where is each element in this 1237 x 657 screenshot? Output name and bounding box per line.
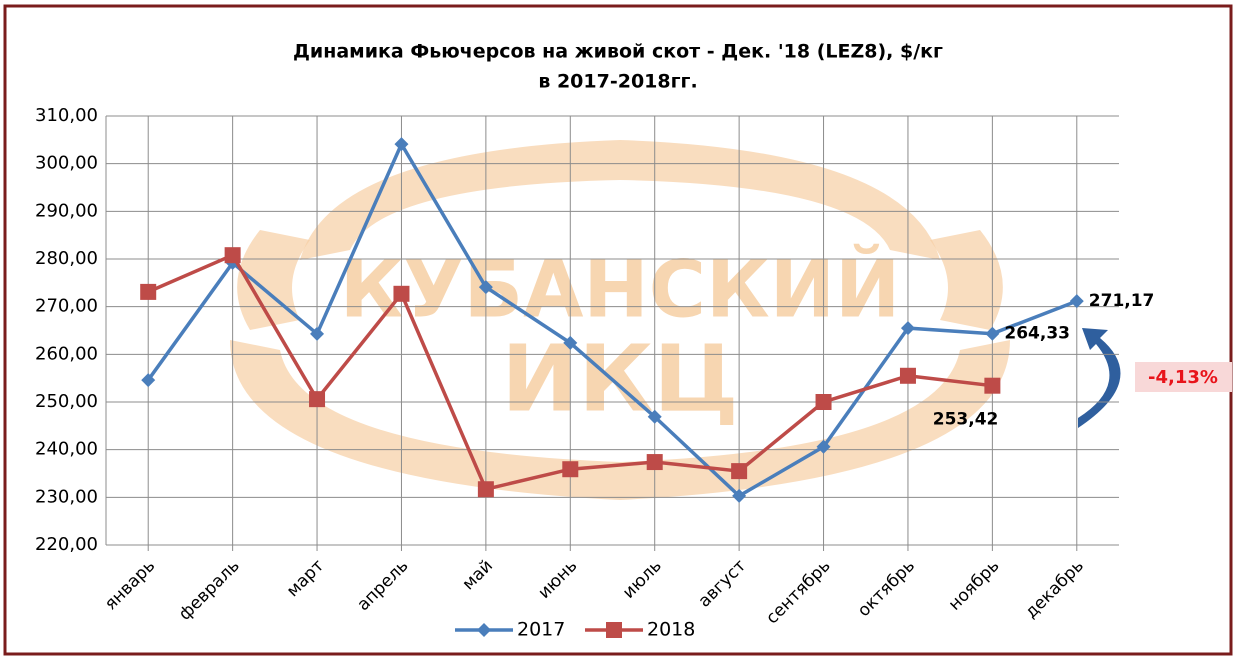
- y-tick-label: 230,00: [35, 486, 98, 507]
- marker: [732, 488, 747, 503]
- y-tick-label: 260,00: [35, 343, 98, 364]
- marker: [394, 137, 409, 152]
- chart-title: Динамика Фьючерсов на живой скот - Дек. …: [293, 41, 943, 63]
- marker: [393, 285, 410, 302]
- annotation: -4,13%: [1148, 367, 1218, 388]
- marker: [141, 373, 156, 388]
- marker: [140, 283, 157, 300]
- data-label: 253,42: [933, 410, 999, 430]
- marker: [816, 439, 831, 454]
- y-tick-label: 300,00: [35, 153, 98, 174]
- y-tick-label: 250,00: [35, 391, 98, 412]
- marker: [646, 454, 663, 471]
- y-tick-label: 240,00: [35, 439, 98, 460]
- y-tick-label: 270,00: [35, 296, 98, 317]
- watermark-text: ИКЦ: [501, 325, 739, 432]
- marker: [309, 391, 326, 408]
- annotation-box: [1135, 362, 1232, 392]
- y-tick-label: 310,00: [35, 105, 98, 126]
- marker: [224, 247, 241, 264]
- marker: [310, 326, 325, 341]
- marker: [477, 481, 494, 498]
- arrow: [1078, 328, 1121, 428]
- marker: [562, 461, 579, 478]
- data-label: 271,17: [1089, 291, 1155, 311]
- marker: [900, 321, 915, 336]
- chart-subtitle: в 2017-2018гг.: [538, 71, 697, 93]
- frame: [3, 4, 1233, 656]
- marker: [1069, 294, 1084, 309]
- watermark-text: КУБАНСКИЙ: [340, 243, 901, 335]
- marker: [985, 326, 1000, 341]
- series-line: [146, 140, 1078, 499]
- y-tick-label: 280,00: [35, 248, 98, 269]
- marker: [563, 335, 578, 350]
- legend-label: 2017: [517, 619, 565, 641]
- y-tick-label: 220,00: [35, 534, 98, 555]
- marker: [815, 394, 832, 410]
- marker: [647, 409, 662, 424]
- marker: [899, 367, 916, 384]
- marker: [477, 623, 491, 637]
- data-label: 264,33: [1004, 324, 1070, 344]
- marker: [606, 622, 622, 638]
- legend-label: 2018: [647, 619, 695, 641]
- y-tick-label: 290,00: [35, 200, 98, 221]
- marker: [984, 377, 1001, 394]
- marker: [731, 463, 748, 480]
- marker: [478, 280, 493, 295]
